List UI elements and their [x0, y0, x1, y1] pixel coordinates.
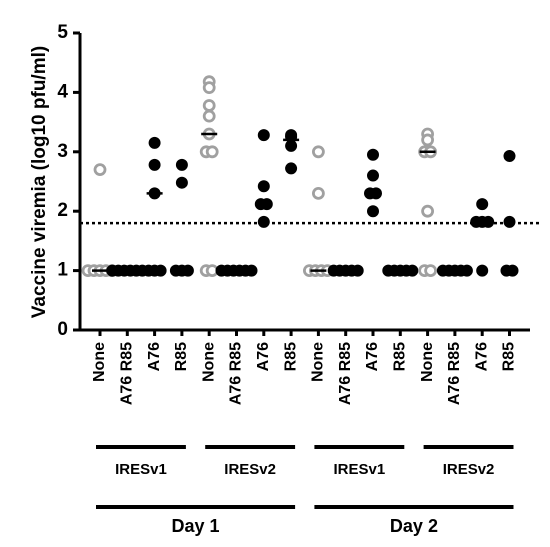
data-point [205, 145, 219, 159]
x-tick-label: None [419, 342, 436, 382]
y-tick-label: 1 [57, 260, 68, 281]
x-tick-label: R85 [501, 342, 518, 371]
data-point [476, 198, 489, 211]
data-point [175, 158, 188, 171]
x-tick-label: A76 R85 [446, 342, 463, 405]
x-tick-label: R85 [282, 342, 299, 371]
x-tick-label: A76 R85 [337, 342, 354, 405]
x-tick-label: None [310, 342, 327, 382]
data-point [245, 264, 258, 277]
data-point [202, 81, 216, 95]
data-point [154, 264, 167, 277]
data-point [460, 264, 473, 277]
data-point [202, 99, 216, 112]
y-tick-label: 4 [57, 81, 68, 102]
x-tick-label: A76 [255, 342, 272, 371]
x-tick-label: A76 [473, 342, 490, 371]
y-tick-label: 5 [57, 22, 68, 43]
x-tick-label: A76 R85 [119, 342, 136, 405]
data-point [424, 264, 438, 278]
data-point [503, 215, 516, 228]
data-point [175, 176, 188, 189]
data-point [202, 109, 216, 123]
x-tick-label: A76 [146, 342, 163, 371]
group-label: IRESv2 [443, 461, 495, 478]
data-point [257, 215, 270, 228]
data-point [311, 186, 325, 200]
data-point [311, 145, 325, 159]
y-tick-label: 3 [57, 141, 68, 162]
data-point [503, 149, 516, 162]
data-point [148, 136, 161, 149]
y-tick-label: 2 [57, 200, 68, 221]
y-tick-label: 0 [57, 319, 68, 340]
data-point [285, 139, 298, 152]
data-point [476, 264, 489, 277]
group-label: IRESv1 [333, 461, 385, 478]
data-point [367, 169, 379, 182]
data-point [148, 158, 161, 171]
day-label: Day 1 [172, 516, 220, 536]
data-point [406, 264, 419, 277]
y-axis-label: Vaccine viremia (log10 pfu/ml) [29, 46, 50, 318]
x-tick-label: R85 [392, 342, 409, 371]
data-point [421, 204, 435, 218]
data-point [285, 162, 298, 175]
data-point [351, 264, 364, 277]
group-label: IRESv1 [115, 461, 167, 478]
group-label: IRESv2 [224, 461, 276, 478]
x-tick-label: None [91, 342, 108, 382]
data-point [257, 129, 270, 142]
data-point [367, 205, 379, 218]
data-point [367, 148, 379, 161]
x-tick-label: A76 R85 [228, 342, 245, 405]
day-label: Day 2 [390, 516, 438, 536]
x-tick-label: None [200, 342, 217, 382]
data-point [257, 180, 270, 193]
x-tick-label: A76 [364, 342, 381, 371]
x-tick-label: R85 [173, 342, 190, 371]
data-point [421, 133, 435, 147]
data-point [93, 163, 107, 177]
